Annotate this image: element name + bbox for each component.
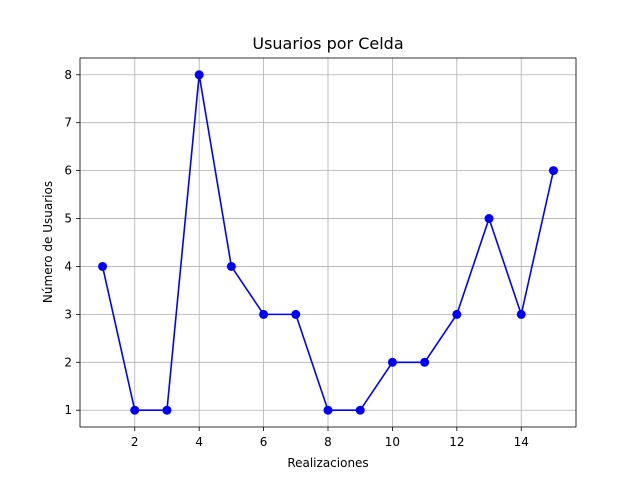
- data-point: [323, 405, 333, 415]
- y-tick-label: 2: [64, 355, 72, 369]
- y-tick-label: 6: [64, 164, 72, 178]
- x-tick-label: 8: [324, 435, 332, 449]
- grid: [80, 58, 576, 427]
- chart-title: Usuarios por Celda: [252, 34, 403, 53]
- data-point: [387, 357, 397, 367]
- data-point: [452, 309, 462, 319]
- x-tick-label: 6: [260, 435, 268, 449]
- y-tick-label: 8: [64, 68, 72, 82]
- y-tick-label: 5: [64, 212, 72, 226]
- y-tick-label: 3: [64, 307, 72, 321]
- data-point: [484, 214, 494, 224]
- data-point: [516, 309, 526, 319]
- data-point: [162, 405, 172, 415]
- y-tick-label: 7: [64, 116, 72, 130]
- y-tick-label: 1: [64, 403, 72, 417]
- data-point: [548, 166, 558, 176]
- y-tick-label: 4: [64, 259, 72, 273]
- data-point: [291, 309, 301, 319]
- data-point: [130, 405, 140, 415]
- x-tick-label: 12: [449, 435, 464, 449]
- data-point: [420, 357, 430, 367]
- data-point: [259, 309, 269, 319]
- x-axis-label: Realizaciones: [287, 456, 368, 470]
- data-point: [194, 70, 204, 80]
- x-tick-label: 14: [514, 435, 529, 449]
- data-point: [98, 261, 108, 271]
- x-tick-label: 4: [195, 435, 203, 449]
- data-point: [226, 261, 236, 271]
- plot-frame: [79, 57, 577, 428]
- y-axis-label: Número de Usuarios: [41, 181, 55, 303]
- x-tick-label: 2: [131, 435, 139, 449]
- series: [98, 70, 558, 415]
- data-point: [355, 405, 365, 415]
- x-tick-label: 10: [385, 435, 400, 449]
